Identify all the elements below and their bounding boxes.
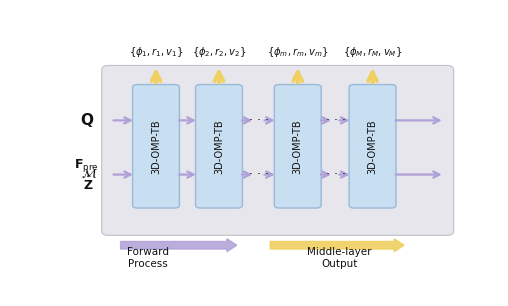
Text: 3D-OMP-TB: 3D-OMP-TB (368, 119, 377, 174)
FancyBboxPatch shape (349, 84, 396, 208)
Text: · · ·: · · · (249, 114, 269, 127)
FancyBboxPatch shape (133, 84, 179, 208)
Text: $\{\phi_2,r_2,v_2\}$: $\{\phi_2,r_2,v_2\}$ (192, 45, 246, 59)
Text: $\hat{\mathbf{Z}}$: $\hat{\mathbf{Z}}$ (83, 175, 93, 193)
Text: $\{\phi_1,r_1,v_1\}$: $\{\phi_1,r_1,v_1\}$ (129, 45, 183, 59)
FancyArrow shape (270, 239, 404, 252)
Text: · · ·: · · · (326, 114, 346, 127)
Text: Forward
Process: Forward Process (127, 247, 169, 269)
Text: $\mathbf{Q}$: $\mathbf{Q}$ (80, 111, 94, 129)
Text: $\mathcal{M}$: $\mathcal{M}$ (81, 166, 97, 180)
Text: 3D-OMP-TB: 3D-OMP-TB (293, 119, 303, 174)
FancyBboxPatch shape (102, 65, 454, 235)
FancyArrow shape (120, 239, 237, 252)
Text: $\mathbf{F}_\mathrm{pre}$: $\mathbf{F}_\mathrm{pre}$ (74, 157, 99, 174)
FancyBboxPatch shape (196, 84, 242, 208)
Text: 3D-OMP-TB: 3D-OMP-TB (151, 119, 161, 174)
Text: Middle-layer
Output: Middle-layer Output (307, 247, 371, 269)
Text: · · ·: · · · (326, 168, 346, 181)
FancyBboxPatch shape (274, 84, 321, 208)
Text: $\{\phi_M,r_M,v_M\}$: $\{\phi_M,r_M,v_M\}$ (343, 45, 402, 59)
Text: · · ·: · · · (249, 168, 269, 181)
Text: 3D-OMP-TB: 3D-OMP-TB (214, 119, 224, 174)
Text: $\{\phi_m,r_m,v_m\}$: $\{\phi_m,r_m,v_m\}$ (267, 45, 329, 59)
